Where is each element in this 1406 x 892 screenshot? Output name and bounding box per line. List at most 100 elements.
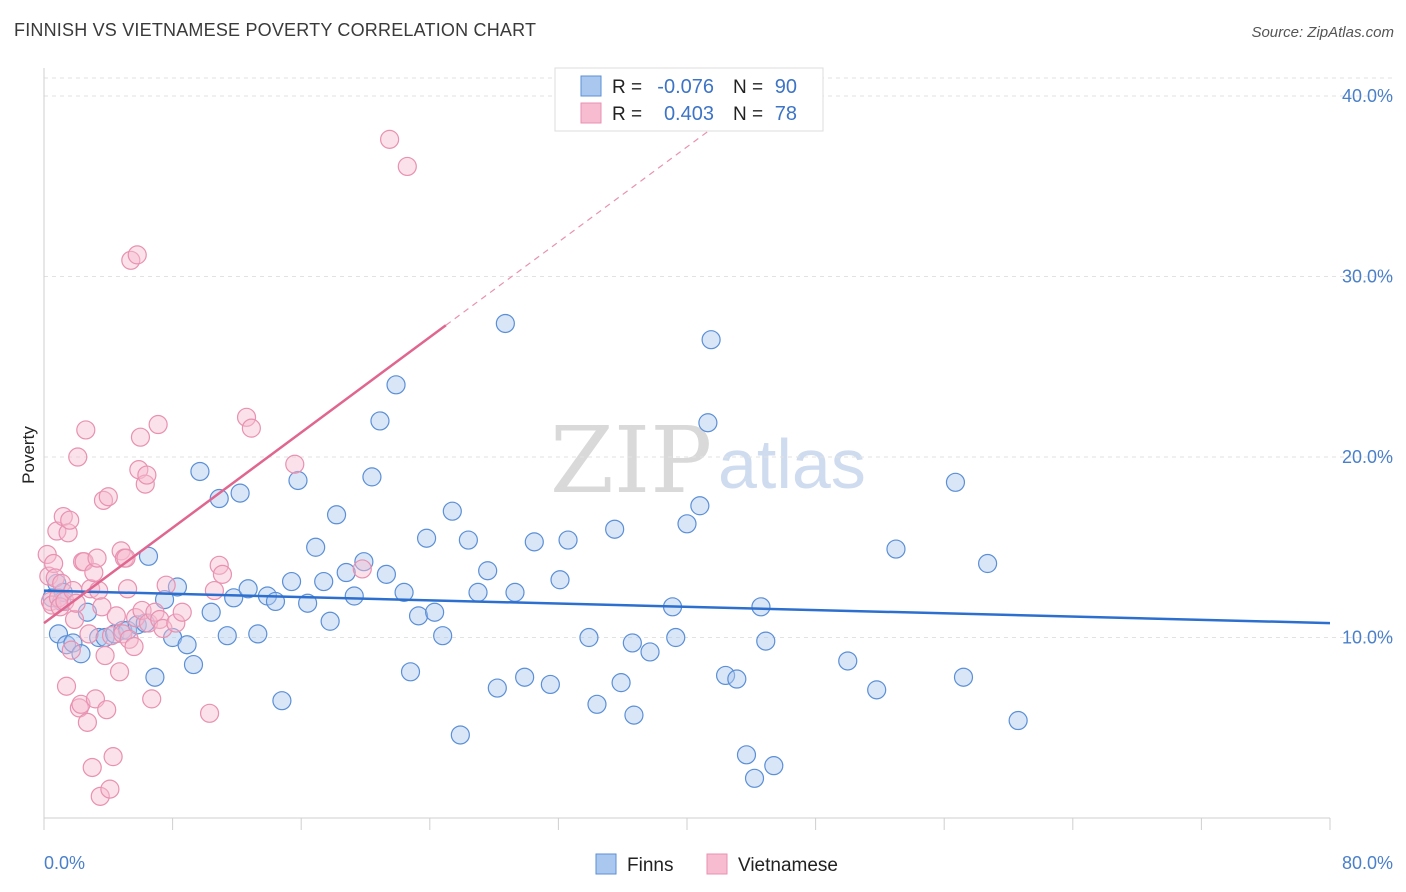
vietnamese-point: [124, 636, 144, 657]
finns-point: [622, 633, 642, 653]
finns-point: [394, 582, 414, 602]
finns-point: [953, 667, 974, 687]
finns-r-value: -0.076: [657, 76, 714, 98]
vietnamese-point: [285, 454, 305, 474]
finns-n-label: N =: [733, 77, 763, 98]
finns-point: [666, 627, 686, 648]
finns-point: [442, 501, 462, 521]
finns-legend-swatch: [580, 75, 602, 97]
y-tick-label: 30.0%: [1342, 267, 1393, 287]
finns-point: [558, 530, 578, 550]
vietnamese-point: [137, 465, 157, 485]
finns-point: [751, 597, 771, 617]
vietnamese-point: [109, 662, 130, 682]
finns-point: [515, 667, 535, 687]
vietnamese-legend-label: Vietnamese: [738, 855, 838, 876]
finns-point: [495, 313, 515, 334]
vietnamese-point: [148, 414, 168, 435]
vietnamese-point: [84, 562, 104, 583]
vietnamese-point: [116, 548, 136, 568]
finns-point: [458, 530, 478, 550]
vietnamese-point: [172, 602, 192, 622]
vietnamese-point: [87, 548, 107, 568]
finns-point: [298, 593, 318, 613]
vietnamese-point: [130, 427, 151, 447]
chart-title: FINNISH VS VIETNAMESE POVERTY CORRELATIO…: [14, 20, 537, 40]
finns-point: [756, 631, 776, 651]
vietnamese-point: [241, 418, 261, 438]
watermark: ZIP atlas: [550, 407, 866, 514]
finns-point: [400, 662, 421, 682]
finns-point: [344, 586, 364, 606]
finns-point: [540, 674, 560, 695]
finns-point: [48, 624, 69, 644]
vietnamese-point: [56, 676, 77, 696]
finns-point: [886, 539, 906, 559]
vietnamese-point: [92, 597, 112, 617]
finns-point: [362, 467, 382, 487]
finns-point: [867, 680, 887, 700]
finns-point: [370, 411, 390, 431]
finns-point: [336, 562, 356, 583]
stats-legend: R = -0.076 N = 90 R = 0.403 N = 78: [554, 67, 824, 132]
vietnamese-bottom-swatch: [706, 853, 728, 875]
finns-point: [281, 571, 302, 592]
x-tick-label-min: 0.0%: [44, 853, 85, 873]
vietnamese-point: [68, 447, 88, 467]
vietnamese-point: [60, 510, 80, 530]
finns-point: [183, 654, 204, 675]
finns-trend-line: [43, 589, 1331, 625]
finns-point: [248, 624, 268, 644]
vietnamese-r-value: 0.403: [664, 103, 714, 125]
vietnamese-point: [90, 786, 110, 806]
vietnamese-point: [95, 645, 115, 666]
finns-point: [690, 496, 710, 516]
vietnamese-point: [127, 245, 147, 265]
vietnamese-point: [142, 689, 162, 709]
y-axis-title: Poverty: [19, 426, 38, 484]
vietnamese-point: [82, 757, 102, 778]
finns-point: [505, 582, 525, 602]
finns-point: [744, 768, 765, 788]
finns-point: [640, 642, 660, 662]
finns-bottom-swatch: [595, 853, 617, 875]
vietnamese-point: [380, 129, 400, 149]
vietnamese-point: [204, 580, 224, 601]
finns-point: [306, 537, 326, 557]
finns-point: [550, 570, 570, 590]
vietnamese-point: [66, 593, 86, 613]
vietnamese-n-label: N =: [733, 104, 763, 125]
vietnamese-trend-line: [43, 324, 447, 625]
y-tick-labels: 10.0% 20.0% 30.0% 40.0%: [1342, 86, 1393, 647]
finns-point: [433, 626, 453, 646]
finns-point: [354, 552, 374, 572]
finns-point: [326, 505, 347, 525]
finns-point: [978, 553, 998, 574]
finns-point: [272, 691, 292, 711]
watermark-atlas: atlas: [718, 425, 866, 503]
finns-point: [145, 667, 165, 687]
finns-point: [715, 665, 736, 686]
x-tick-label-max: 80.0%: [1342, 853, 1393, 873]
vietnamese-point: [138, 613, 159, 633]
finns-point: [238, 579, 258, 599]
finns-point: [288, 470, 308, 491]
finns-point: [579, 627, 599, 648]
trend-lines: [43, 122, 1331, 625]
finns-point: [764, 756, 784, 776]
vietnamese-point: [79, 624, 99, 644]
finns-series: [42, 313, 1028, 788]
finns-point: [524, 532, 544, 552]
finns-n-value: 90: [775, 76, 797, 98]
finns-point: [138, 546, 159, 566]
finns-point: [698, 413, 718, 433]
finns-point: [314, 571, 334, 592]
finns-point: [201, 602, 221, 622]
y-tick-label: 40.0%: [1342, 86, 1393, 106]
finns-point: [376, 564, 396, 584]
vietnamese-point: [199, 703, 220, 723]
vietnamese-point: [236, 407, 257, 427]
finns-point: [611, 673, 631, 693]
finns-point: [177, 635, 197, 655]
finns-point: [217, 626, 237, 646]
